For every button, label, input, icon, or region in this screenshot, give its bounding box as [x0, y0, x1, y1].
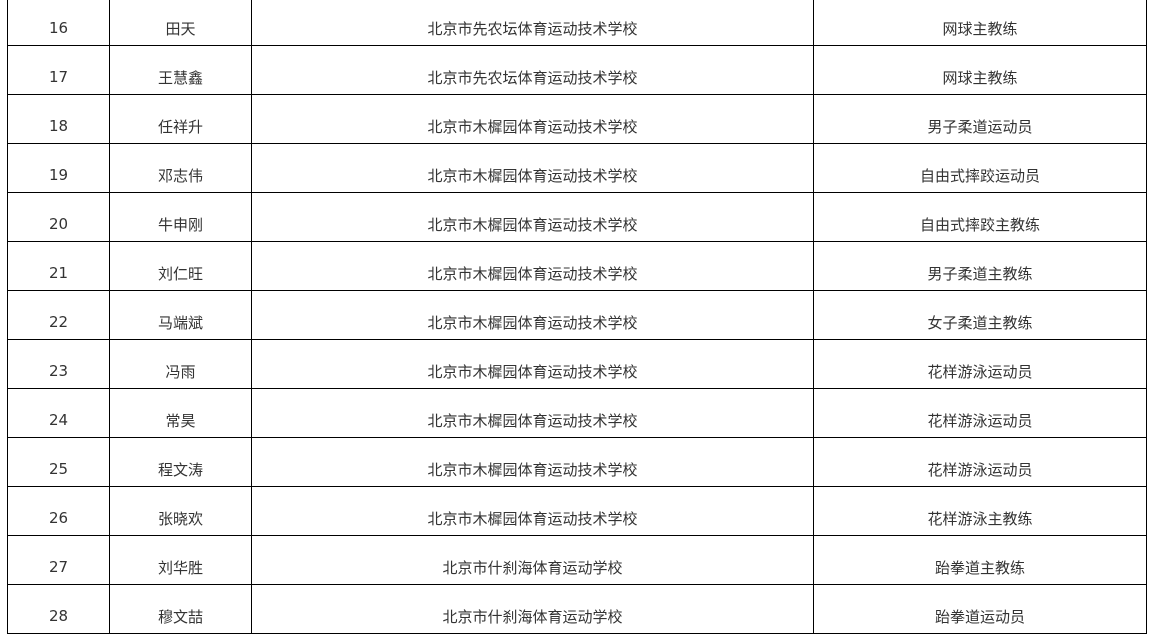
role-cell: 女子柔道主教练 — [813, 290, 1147, 340]
person-name-cell: 王慧鑫 — [109, 45, 252, 95]
school-name-cell: 北京市木樨园体育运动技术学校 — [251, 192, 814, 242]
school-name-cell: 北京市木樨园体育运动技术学校 — [251, 486, 814, 536]
role-cell: 花样游泳运动员 — [813, 339, 1147, 389]
row-number-cell: 19 — [7, 143, 110, 193]
person-name-cell: 任祥升 — [109, 94, 252, 144]
role-cell: 跆拳道主教练 — [813, 535, 1147, 585]
table-row: 26 张晓欢 北京市木樨园体育运动技术学校 花样游泳主教练 — [7, 486, 1147, 536]
school-name-cell: 北京市木樨园体育运动技术学校 — [251, 94, 814, 144]
school-name-cell: 北京市木樨园体育运动技术学校 — [251, 339, 814, 389]
roster-table: 16 田天 北京市先农坛体育运动技术学校 网球主教练 17 王慧鑫 北京市先农坛体育运动技术… — [7, 0, 1147, 634]
person-name-cell: 牛申刚 — [109, 192, 252, 242]
table-body: 16 田天 北京市先农坛体育运动技术学校 网球主教练 17 王慧鑫 北京市先农坛体育运动技术… — [7, 0, 1147, 634]
row-number-cell: 23 — [7, 339, 110, 389]
school-name-cell: 北京市木樨园体育运动技术学校 — [251, 437, 814, 487]
table-row: 20 牛申刚 北京市木樨园体育运动技术学校 自由式摔跤主教练 — [7, 192, 1147, 242]
table-row: 17 王慧鑫 北京市先农坛体育运动技术学校 网球主教练 — [7, 45, 1147, 95]
person-name-cell: 常昊 — [109, 388, 252, 438]
row-number-cell: 18 — [7, 94, 110, 144]
person-name-cell: 马端斌 — [109, 290, 252, 340]
table-row: 28 穆文喆 北京市什刹海体育运动学校 跆拳道运动员 — [7, 584, 1147, 634]
role-cell: 花样游泳运动员 — [813, 388, 1147, 438]
row-number-cell: 25 — [7, 437, 110, 487]
role-cell: 男子柔道主教练 — [813, 241, 1147, 291]
row-number-cell: 26 — [7, 486, 110, 536]
role-cell: 网球主教练 — [813, 0, 1147, 46]
person-name-cell: 田天 — [109, 0, 252, 46]
role-cell: 自由式摔跤运动员 — [813, 143, 1147, 193]
row-number-cell: 20 — [7, 192, 110, 242]
row-number-cell: 17 — [7, 45, 110, 95]
school-name-cell: 北京市什刹海体育运动学校 — [251, 584, 814, 634]
school-name-cell: 北京市木樨园体育运动技术学校 — [251, 241, 814, 291]
table-row: 16 田天 北京市先农坛体育运动技术学校 网球主教练 — [7, 0, 1147, 46]
table-row: 19 邓志伟 北京市木樨园体育运动技术学校 自由式摔跤运动员 — [7, 143, 1147, 193]
role-cell: 花样游泳运动员 — [813, 437, 1147, 487]
role-cell: 男子柔道运动员 — [813, 94, 1147, 144]
table-row: 22 马端斌 北京市木樨园体育运动技术学校 女子柔道主教练 — [7, 290, 1147, 340]
school-name-cell: 北京市什刹海体育运动学校 — [251, 535, 814, 585]
school-name-cell: 北京市木樨园体育运动技术学校 — [251, 143, 814, 193]
person-name-cell: 张晓欢 — [109, 486, 252, 536]
role-cell: 跆拳道运动员 — [813, 584, 1147, 634]
role-cell: 花样游泳主教练 — [813, 486, 1147, 536]
table-row: 23 冯雨 北京市木樨园体育运动技术学校 花样游泳运动员 — [7, 339, 1147, 389]
person-name-cell: 穆文喆 — [109, 584, 252, 634]
row-number-cell: 27 — [7, 535, 110, 585]
row-number-cell: 24 — [7, 388, 110, 438]
person-name-cell: 邓志伟 — [109, 143, 252, 193]
school-name-cell: 北京市木樨园体育运动技术学校 — [251, 388, 814, 438]
table-row: 27 刘华胜 北京市什刹海体育运动学校 跆拳道主教练 — [7, 535, 1147, 585]
role-cell: 网球主教练 — [813, 45, 1147, 95]
person-name-cell: 刘仁旺 — [109, 241, 252, 291]
school-name-cell: 北京市木樨园体育运动技术学校 — [251, 290, 814, 340]
row-number-cell: 22 — [7, 290, 110, 340]
row-number-cell: 28 — [7, 584, 110, 634]
table-row: 25 程文涛 北京市木樨园体育运动技术学校 花样游泳运动员 — [7, 437, 1147, 487]
row-number-cell: 16 — [7, 0, 110, 46]
school-name-cell: 北京市先农坛体育运动技术学校 — [251, 0, 814, 46]
person-name-cell: 冯雨 — [109, 339, 252, 389]
table-row: 21 刘仁旺 北京市木樨园体育运动技术学校 男子柔道主教练 — [7, 241, 1147, 291]
role-cell: 自由式摔跤主教练 — [813, 192, 1147, 242]
school-name-cell: 北京市先农坛体育运动技术学校 — [251, 45, 814, 95]
person-name-cell: 程文涛 — [109, 437, 252, 487]
person-name-cell: 刘华胜 — [109, 535, 252, 585]
table-row: 24 常昊 北京市木樨园体育运动技术学校 花样游泳运动员 — [7, 388, 1147, 438]
table-row: 18 任祥升 北京市木樨园体育运动技术学校 男子柔道运动员 — [7, 94, 1147, 144]
row-number-cell: 21 — [7, 241, 110, 291]
